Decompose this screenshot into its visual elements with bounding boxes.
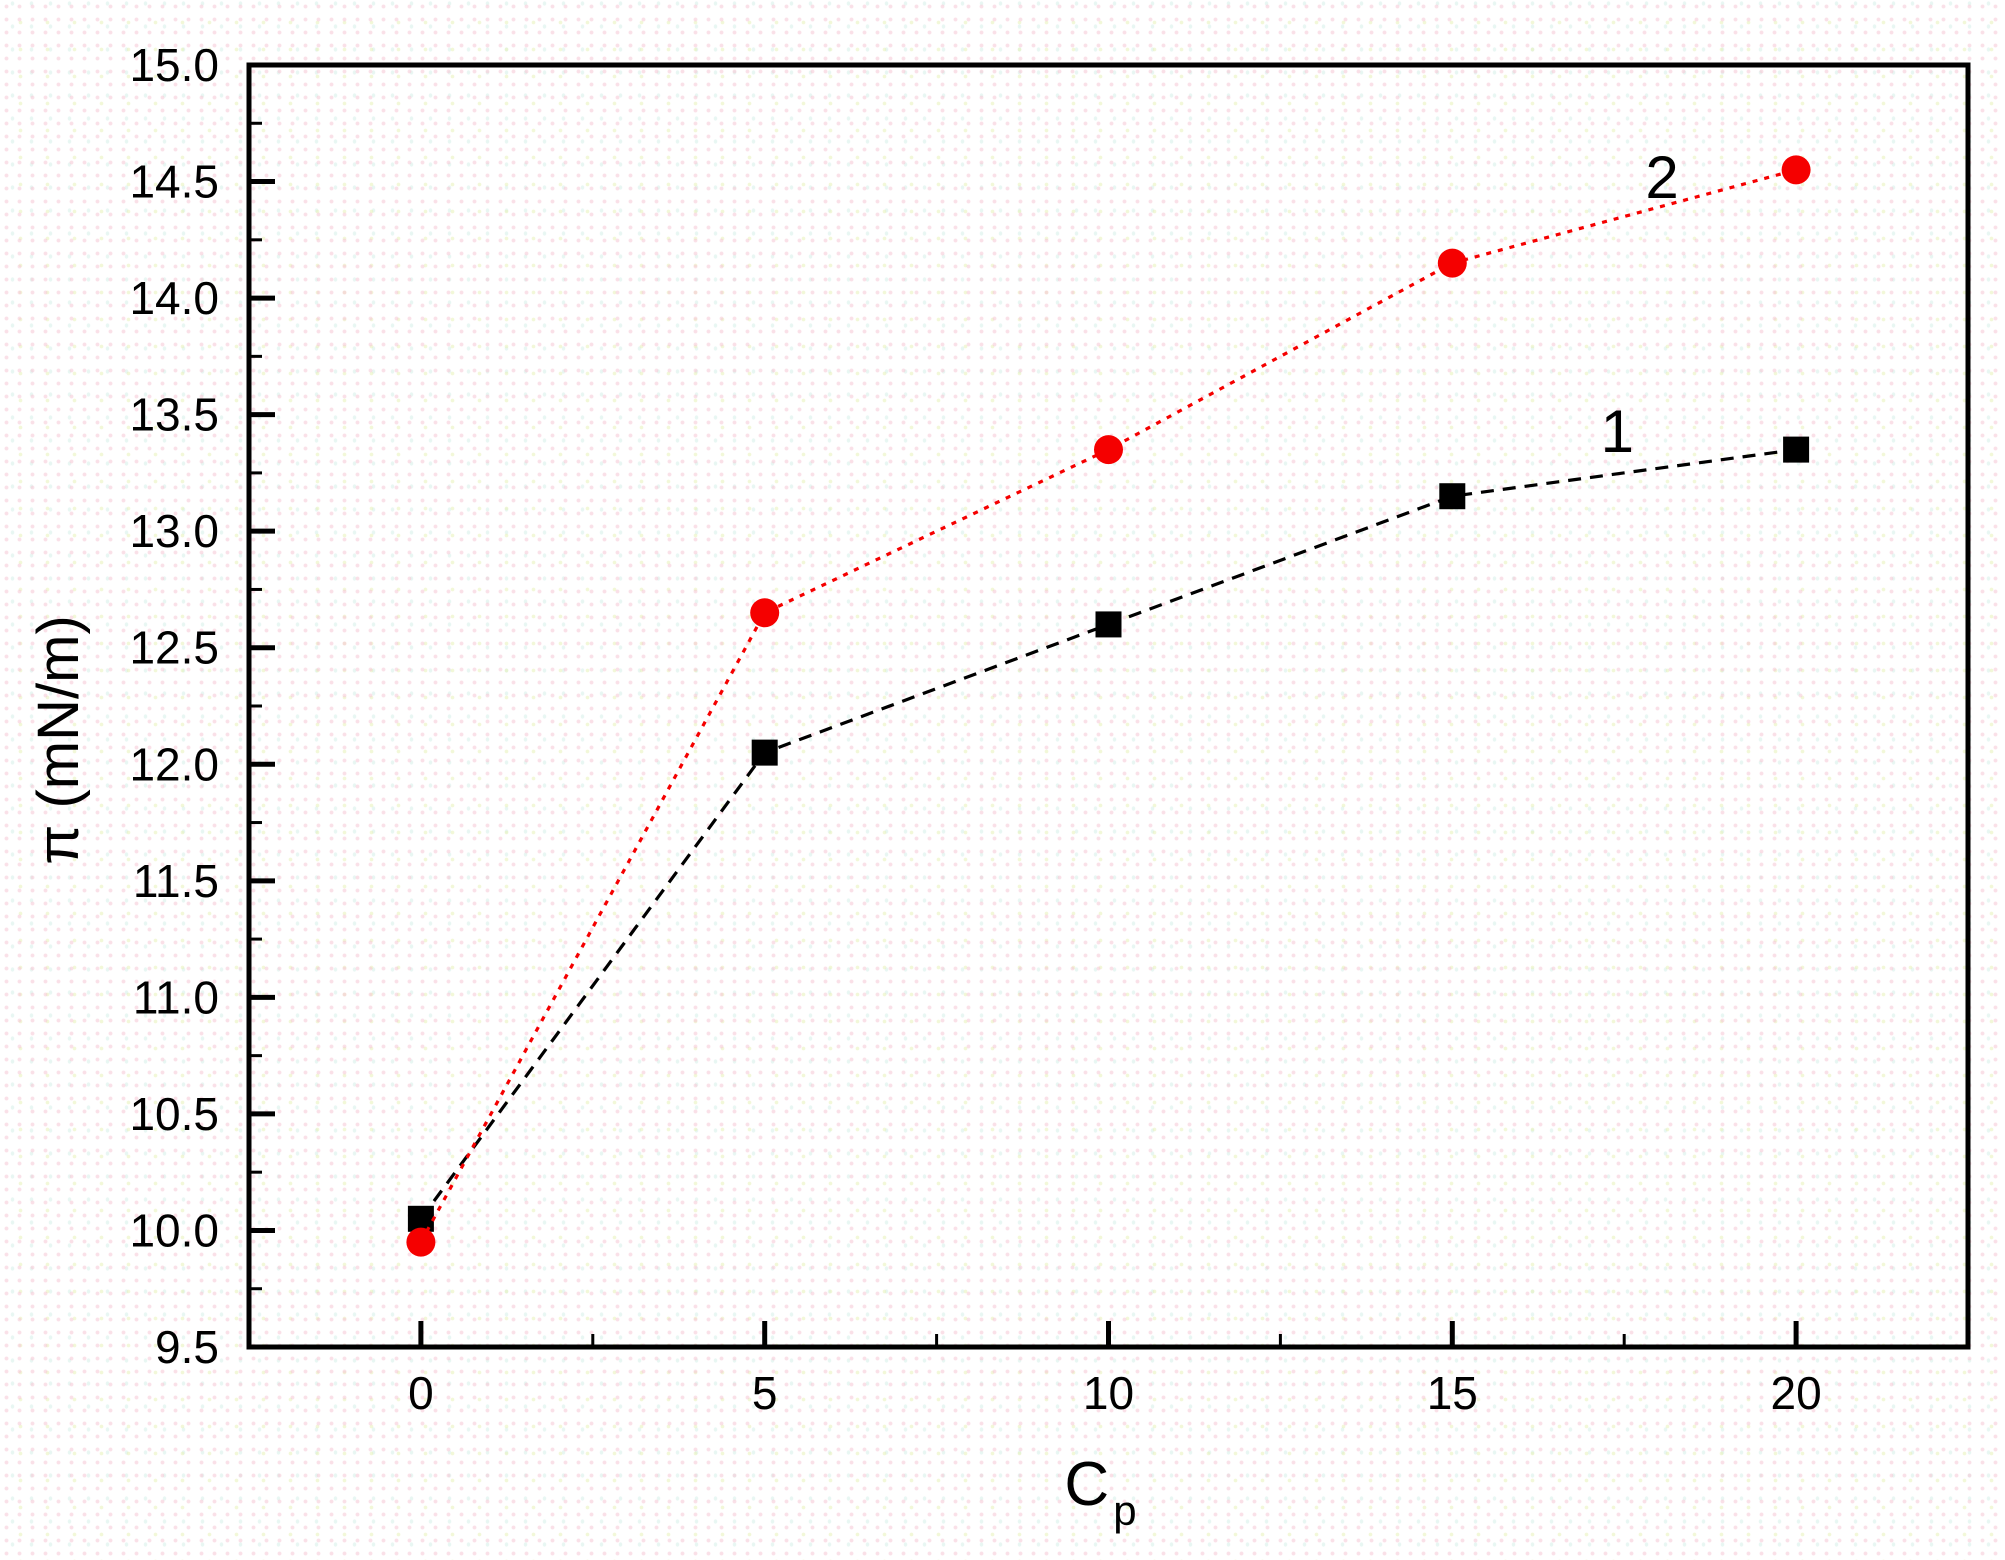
series-1-marker-square bbox=[407, 1205, 434, 1232]
y-tick-label: 13.5 bbox=[129, 389, 219, 441]
y-tick-label: 9.5 bbox=[155, 1321, 219, 1373]
x-tick-label: 10 bbox=[1083, 1367, 1134, 1419]
x-tick-label: 15 bbox=[1427, 1367, 1478, 1419]
y-tick-label: 13.0 bbox=[129, 505, 219, 557]
series-2-marker-circle bbox=[750, 598, 780, 628]
y-tick-label: 14.0 bbox=[129, 272, 219, 324]
plot-frame bbox=[246, 62, 1971, 1350]
y-tick-label: 14.5 bbox=[129, 156, 219, 208]
series-label-1: 1 bbox=[1601, 398, 1634, 465]
series-2-line bbox=[419, 168, 1797, 1243]
y-axis-title: π (mN/m) bbox=[26, 615, 91, 864]
series-1-marker-square bbox=[751, 739, 778, 766]
y-tick-label: 15.0 bbox=[129, 39, 219, 91]
x-tick-label: 5 bbox=[752, 1367, 778, 1419]
series-1-marker-square bbox=[1783, 436, 1810, 463]
series-2-marker-circle bbox=[1437, 248, 1467, 278]
series-label-2: 2 bbox=[1645, 144, 1678, 211]
series-1-marker-square bbox=[1095, 611, 1122, 638]
series-1-marker-square bbox=[1439, 483, 1466, 510]
y-tick-label: 10.0 bbox=[129, 1204, 219, 1256]
y-tick-label: 11.0 bbox=[133, 971, 219, 1023]
x-tick-label: 20 bbox=[1771, 1367, 1822, 1419]
y-axis: 9.5 10.0 10.5 11.0 11.5 12.0 12.5 13.0 13.5 14.0 1… bbox=[129, 39, 275, 1373]
x-tick-label: 0 bbox=[408, 1367, 434, 1419]
x-axis: 0 5 10 15 20 bbox=[408, 1321, 1822, 1419]
y-tick-label: 11.5 bbox=[133, 855, 219, 907]
x-axis-title: Cp bbox=[1064, 1450, 1136, 1534]
series-2-marker-circle bbox=[406, 1227, 436, 1257]
series-2-marker-circle bbox=[1781, 155, 1811, 185]
series-2-marker-circle bbox=[1094, 435, 1123, 465]
series-1-line bbox=[419, 448, 1797, 1220]
y-tick-label: 10.5 bbox=[129, 1088, 219, 1140]
y-tick-label: 12.0 bbox=[129, 738, 219, 790]
y-tick-label: 12.5 bbox=[129, 622, 219, 674]
